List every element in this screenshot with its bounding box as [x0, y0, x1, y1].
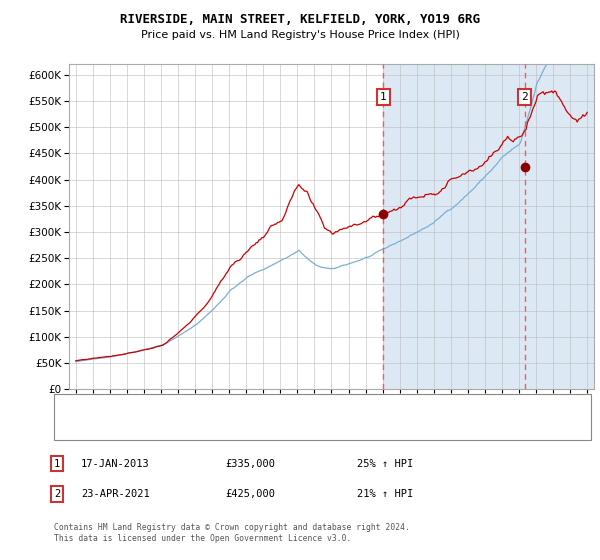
Bar	[383, 64, 600, 389]
Text: 23-APR-2021: 23-APR-2021	[81, 489, 150, 499]
Text: ————: ————	[66, 400, 96, 413]
Text: 2: 2	[54, 489, 60, 499]
Text: ————: ————	[66, 420, 96, 433]
Text: £335,000: £335,000	[225, 459, 275, 469]
Text: RIVERSIDE, MAIN STREET, KELFIELD, YORK, YO19 6RG (detached house): RIVERSIDE, MAIN STREET, KELFIELD, YORK, …	[105, 402, 487, 412]
Text: Contains HM Land Registry data © Crown copyright and database right 2024.
This d: Contains HM Land Registry data © Crown c…	[54, 524, 410, 543]
Text: 1: 1	[54, 459, 60, 469]
Text: 21% ↑ HPI: 21% ↑ HPI	[357, 489, 413, 499]
Text: RIVERSIDE, MAIN STREET, KELFIELD, YORK, YO19 6RG: RIVERSIDE, MAIN STREET, KELFIELD, YORK, …	[120, 13, 480, 26]
Text: 2: 2	[521, 92, 528, 102]
Text: Price paid vs. HM Land Registry's House Price Index (HPI): Price paid vs. HM Land Registry's House …	[140, 30, 460, 40]
Text: 17-JAN-2013: 17-JAN-2013	[81, 459, 150, 469]
Text: 1: 1	[380, 92, 387, 102]
Text: HPI: Average price, detached house, North Yorkshire: HPI: Average price, detached house, Nort…	[105, 422, 404, 432]
Text: 25% ↑ HPI: 25% ↑ HPI	[357, 459, 413, 469]
Text: £425,000: £425,000	[225, 489, 275, 499]
